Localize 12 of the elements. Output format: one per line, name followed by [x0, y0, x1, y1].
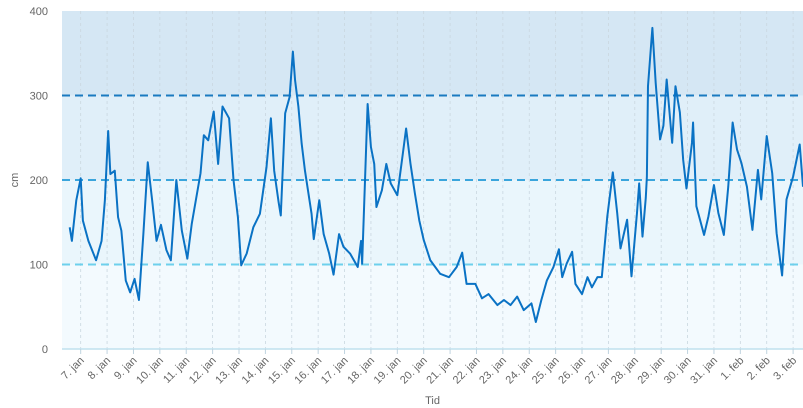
x-tick-label: 8. jan	[86, 354, 114, 382]
y-tick-label: 100	[30, 260, 48, 272]
y-tick-label: 0	[42, 344, 48, 356]
x-tick-label: 1. feb	[718, 354, 746, 383]
x-tick-label: 2. feb	[744, 354, 773, 383]
x-axis-title: Tid	[425, 395, 440, 407]
y-tick-label: 400	[30, 6, 48, 18]
x-tick-label: 3. feb	[771, 354, 800, 383]
y-tick-label: 200	[30, 175, 48, 187]
y-axis-title: cm	[9, 172, 21, 188]
y-tick-label: 300	[30, 90, 48, 102]
x-tick-label: 7. jan	[59, 354, 87, 382]
